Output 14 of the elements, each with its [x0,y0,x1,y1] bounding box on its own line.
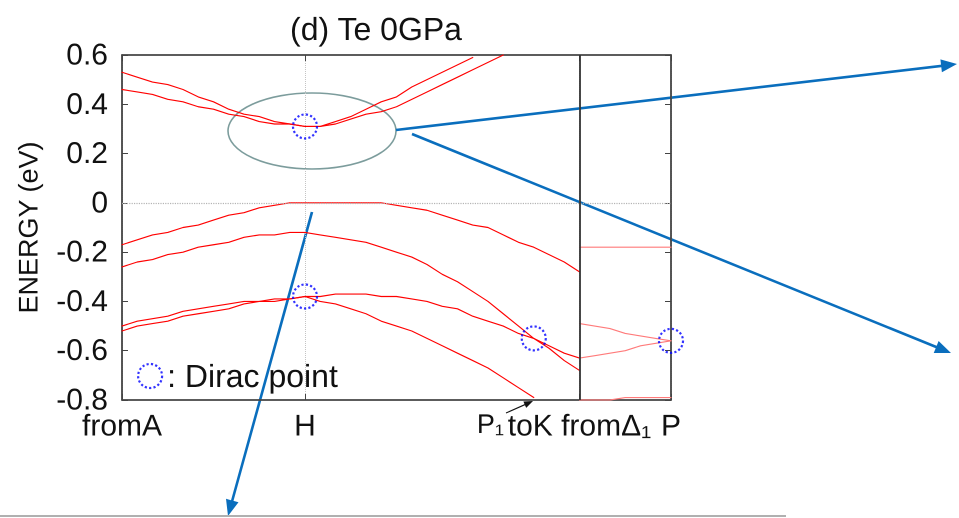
x-tick-label: toK fromΔ₁ [508,410,652,442]
y-tick-label: -0.6 [56,334,108,368]
x-tick-label: P [660,410,682,442]
chart-title: (d) Te 0GPa [290,11,462,47]
y-tick-label: -0.2 [56,236,108,269]
y-tick-label: 0.6 [66,38,108,72]
x-tick-label: H [294,410,316,442]
text: P₁ [476,409,504,439]
y-tick-label: 0 [91,186,108,220]
y-tick-label: -0.4 [56,284,108,318]
legend-label: : Dirac point [167,358,338,394]
y-tick-label: 0.2 [66,137,108,170]
y-axis-title: ENERGY (eV) [14,141,44,314]
y-tick-label: 0.4 [66,88,108,121]
